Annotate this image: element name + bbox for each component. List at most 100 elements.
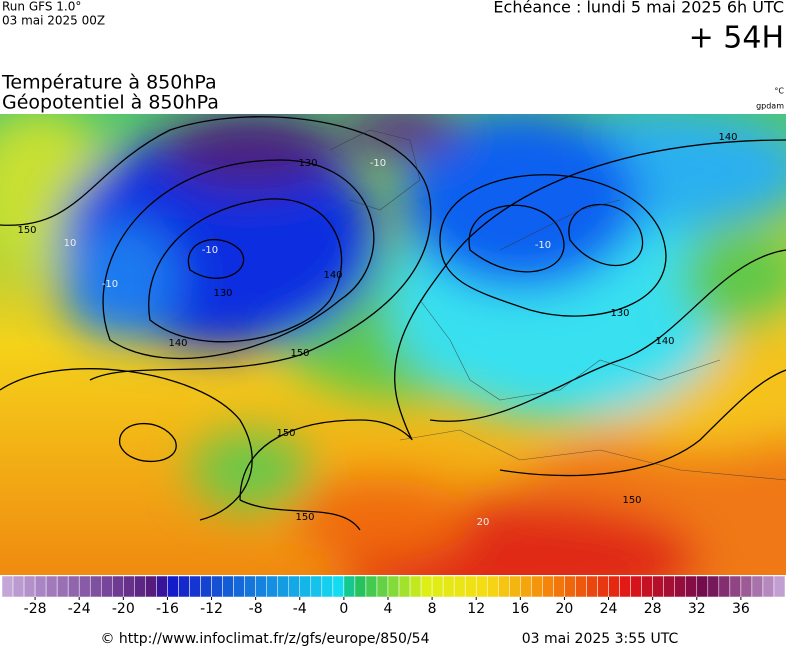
color-swatch: [89, 575, 102, 598]
color-swatch: [718, 575, 731, 598]
contour-label: 130: [298, 158, 317, 169]
color-swatch: [652, 575, 664, 598]
color-swatch: [740, 575, 753, 598]
footer-time: 03 mai 2025 3:55 UTC: [522, 631, 679, 647]
color-swatch: [751, 575, 764, 598]
color-swatch: [641, 575, 653, 598]
color-swatch: [420, 575, 433, 598]
color-swatch: [475, 575, 488, 598]
color-swatch: [387, 575, 400, 598]
color-swatch: [575, 575, 587, 598]
color-swatch: [332, 575, 345, 598]
color-swatch: [685, 575, 698, 598]
color-swatch: [409, 575, 422, 598]
color-swatch: [365, 575, 378, 598]
tick-label: 20: [556, 601, 574, 617]
color-swatch: [762, 575, 775, 598]
contour-label: 130: [610, 308, 629, 319]
valid-time: Echéance : lundi 5 mai 2025 6h UTC: [493, 0, 784, 17]
contour-label: 150: [17, 225, 36, 236]
color-swatch: [45, 575, 58, 598]
contour-label: 150: [290, 348, 309, 359]
isotherm-label: -10: [102, 279, 118, 290]
color-swatch: [376, 575, 389, 598]
color-swatch: [663, 575, 675, 598]
tick-label: 0: [339, 601, 348, 617]
color-swatch: [34, 575, 47, 598]
tick-label: 12: [467, 601, 485, 617]
color-swatch: [167, 575, 179, 598]
isotherm-label: 10: [64, 238, 77, 249]
contour-label: 140: [655, 336, 674, 347]
tick-label: 8: [428, 601, 437, 617]
tick-label: 16: [511, 601, 529, 617]
color-swatch: [134, 575, 146, 598]
contour-label: 140: [718, 132, 737, 143]
isotherm-label: 20: [477, 517, 490, 528]
color-swatch: [1, 575, 14, 598]
color-swatch: [453, 575, 466, 598]
color-swatch: [431, 575, 444, 598]
colorbar: -28 -24 -20 -16 -12 -8 -4 0 4 8 12 16 20 24 28 32 36: [1, 575, 786, 617]
color-swatch: [542, 575, 554, 598]
tick-label: 28: [644, 601, 662, 617]
tick-label: -24: [68, 601, 91, 617]
color-swatch: [696, 575, 709, 598]
color-swatch: [321, 575, 334, 598]
contour-label: 130: [213, 288, 232, 299]
color-swatch: [266, 575, 278, 598]
color-swatch: [608, 575, 620, 598]
tick-label: 36: [732, 601, 750, 617]
tick-label: -20: [112, 601, 135, 617]
color-swatch: [531, 575, 543, 598]
map: 130 130 140 140 150 150 150 150 150 140 …: [0, 114, 786, 575]
contour-label: 150: [622, 495, 641, 506]
contour-label: 150: [276, 428, 295, 439]
title: Géopotentiel à 850hPa: [2, 92, 219, 114]
color-swatch: [178, 575, 190, 598]
tick-label: -12: [200, 601, 223, 617]
color-swatch: [23, 575, 36, 598]
color-swatch: [12, 575, 25, 598]
tick-label: -4: [293, 601, 307, 617]
color-swatch: [343, 575, 356, 598]
color-swatch: [520, 575, 532, 598]
color-swatch: [398, 575, 411, 598]
color-swatch: [442, 575, 455, 598]
color-swatch: [222, 575, 234, 598]
color-swatch: [78, 575, 91, 598]
color-swatch: [597, 575, 609, 598]
color-swatch: [233, 575, 245, 598]
color-swatch: [299, 575, 312, 598]
tick-label: 4: [384, 601, 393, 617]
color-swatch: [123, 575, 135, 598]
color-swatch: [464, 575, 477, 598]
tick-label: -28: [24, 601, 47, 617]
color-swatch: [145, 575, 157, 598]
color-swatch: [354, 575, 367, 598]
color-swatch: [564, 575, 576, 598]
color-swatch: [211, 575, 223, 598]
color-swatch: [310, 575, 323, 598]
color-swatch: [244, 575, 256, 598]
color-swatch: [586, 575, 598, 598]
run-label: Run GFS 1.0°: [2, 0, 81, 14]
footer-url: © http://www.infoclimat.fr/z/gfs/europe/…: [100, 631, 429, 647]
contour-label: 150: [295, 512, 314, 523]
tick-label: 32: [688, 601, 706, 617]
color-swatch: [619, 575, 631, 598]
color-swatch: [553, 575, 565, 598]
color-swatch: [189, 575, 201, 598]
color-swatch: [630, 575, 642, 598]
color-swatch: [509, 575, 521, 598]
color-swatch: [486, 575, 499, 598]
color-swatch: [255, 575, 267, 598]
isotherm-label: -10: [370, 158, 386, 169]
color-swatch: [67, 575, 80, 598]
color-swatch: [674, 575, 686, 598]
lead-time: + 54H: [689, 21, 784, 56]
unit: gpdam: [756, 102, 784, 111]
color-swatch: [112, 575, 124, 598]
run-date: 03 mai 2025 00Z: [2, 14, 105, 28]
